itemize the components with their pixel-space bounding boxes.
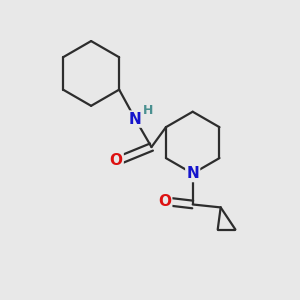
Text: N: N (129, 112, 142, 127)
Text: N: N (186, 166, 199, 181)
Text: O: O (158, 194, 171, 209)
Text: H: H (142, 104, 153, 117)
Text: O: O (110, 153, 123, 168)
